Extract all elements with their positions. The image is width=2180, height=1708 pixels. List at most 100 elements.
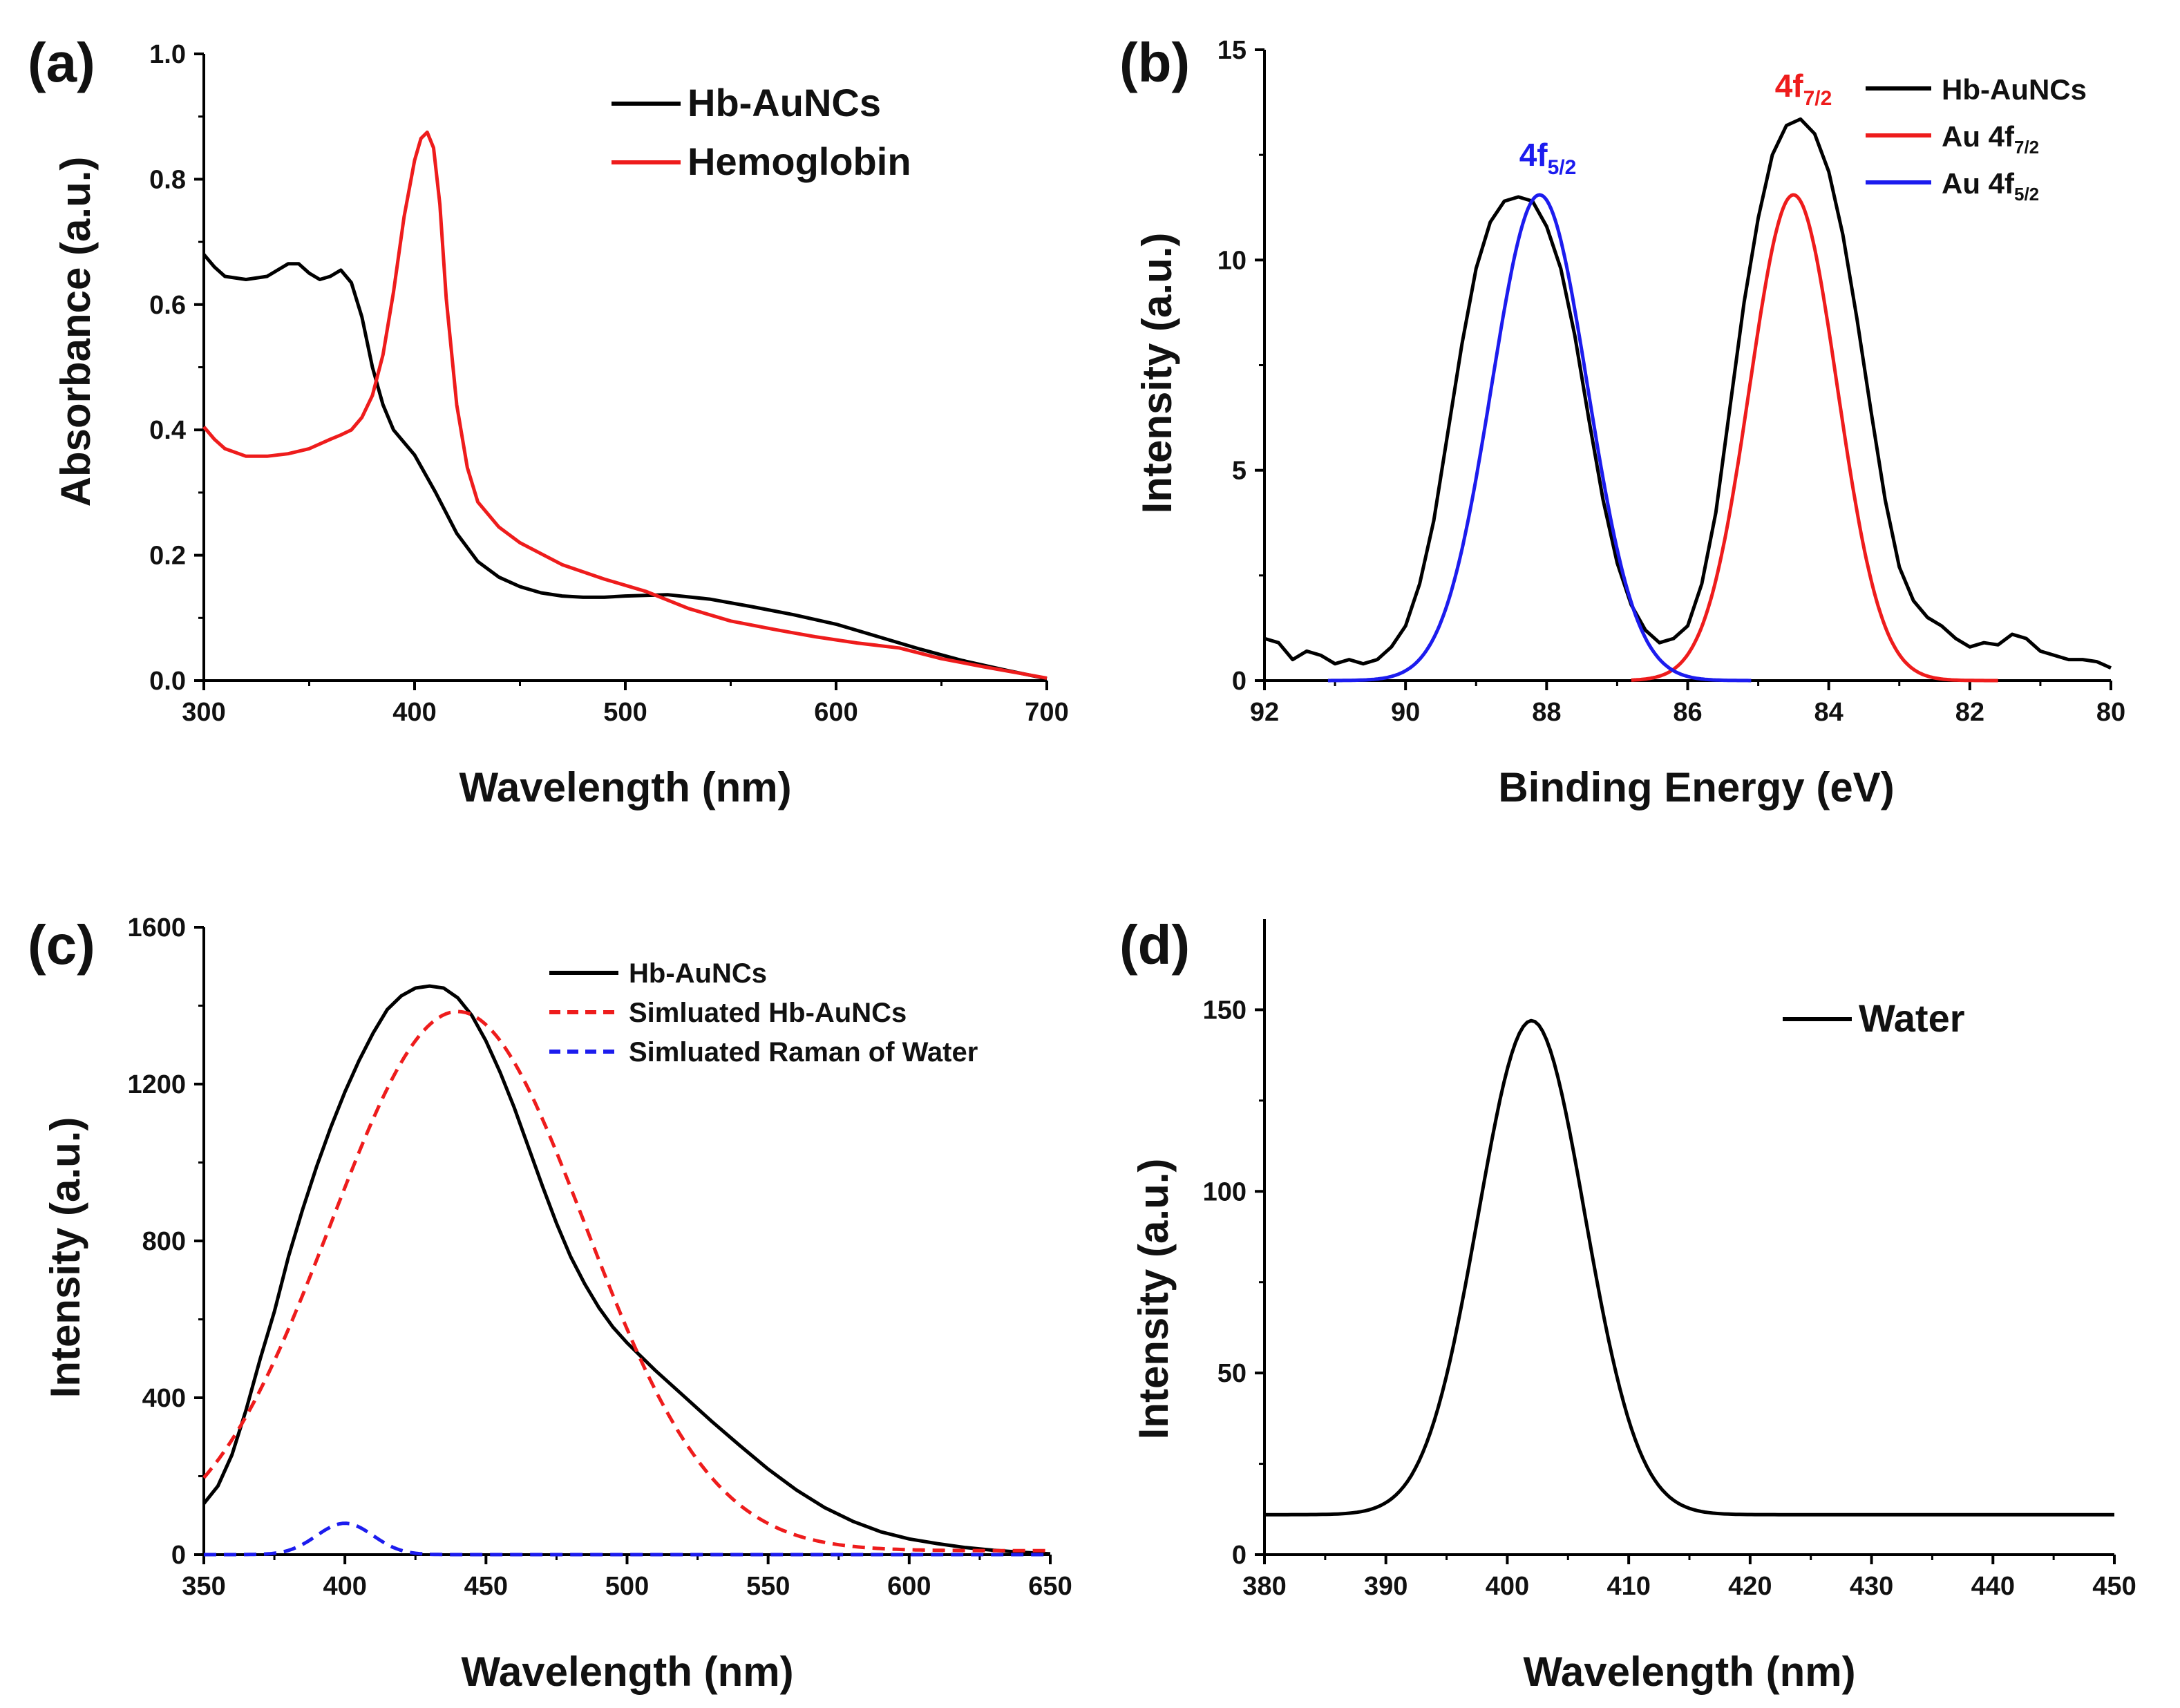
panel-b-series-hb-auncs xyxy=(1264,117,2112,670)
panel-c-y-axis: 0 400 800 1200 1600 xyxy=(127,913,205,1570)
panel-d-y-tick-label: 50 xyxy=(1217,1359,1247,1388)
panel-a-x-axis: 300 400 500 600 700 xyxy=(182,679,1069,727)
panel-d-series-water xyxy=(1264,1018,2114,1517)
panel-b-x-tick-label: 82 xyxy=(1955,698,1984,727)
panel-c-x-tick-label: 650 xyxy=(1028,1572,1072,1601)
panel-b-peak-annotations: 4f5/2 4f7/2 xyxy=(1519,68,1832,179)
panel-b-label: (b) xyxy=(1119,32,1190,93)
panel-d-series xyxy=(1264,1018,2114,1517)
panel-a-y-tick-label: 0.0 xyxy=(149,667,186,696)
panel-b-y-tick-label: 0 xyxy=(1232,667,1247,696)
panel-b-x-tick-label: 86 xyxy=(1673,698,1702,727)
panel-b-y-axis: 0 5 10 15 xyxy=(1217,36,1266,696)
panel-b-y-tick-label: 15 xyxy=(1217,36,1247,65)
panel-d-y-axis-label: Intensity (a.u.) xyxy=(1130,1159,1177,1440)
panel-a-y-tick-label: 0.2 xyxy=(149,542,186,571)
panel-d-x-tick-label: 380 xyxy=(1242,1572,1286,1601)
panel-c-x-tick-label: 400 xyxy=(323,1572,366,1601)
panel-b-x-tick-label: 84 xyxy=(1814,698,1843,727)
panel-b-legend-au4f52-sub: 5/2 xyxy=(2014,184,2039,205)
panel-d-y-tick-label: 0 xyxy=(1232,1541,1247,1570)
panel-b-annotation-4f52-main: 4f xyxy=(1519,137,1548,173)
panel-a-x-axis-label: Wavelength (nm) xyxy=(459,764,791,810)
panel-b-legend-label-au4f52: Au 4f5/2 xyxy=(1942,167,2039,205)
panel-c-legend: Hb-AuNCs Simluated Hb-AuNCs Simluated Ra… xyxy=(549,958,978,1068)
panel-b-series-au-4f7-2 xyxy=(1631,193,1998,683)
panel-a-x-tick-label: 600 xyxy=(814,698,857,727)
panel-b-y-tick-label: 5 xyxy=(1232,457,1247,486)
panel-b-series xyxy=(1264,117,2112,683)
chart-panel-a: (a) 300 400 500 600 700 0.0 0.2 0.4 0.6 0.8 1.0 W… xyxy=(28,32,1069,810)
panel-c-series-hb-auncs xyxy=(202,984,1051,1556)
panel-c-legend-label-hb-aunc: Hb-AuNCs xyxy=(629,958,767,989)
panel-a-legend: Hb-AuNCs Hemoglobin xyxy=(612,81,911,183)
chart-panel-d: (d) 380 390 400 410 420 430 440 450 0 50 100 150 W… xyxy=(1119,914,2136,1695)
panel-b-legend-label-hb-aunc: Hb-AuNCs xyxy=(1942,73,2087,106)
panel-a-y-axis: 0.0 0.2 0.4 0.6 0.8 1.0 xyxy=(149,40,205,696)
panel-a-label: (a) xyxy=(28,32,95,93)
panel-b-annotation-4f72: 4f7/2 xyxy=(1775,68,1832,110)
panel-d-legend: Water xyxy=(1783,996,1965,1040)
panel-d-x-tick-label: 430 xyxy=(1850,1572,1893,1601)
panel-a-x-tick-label: 700 xyxy=(1025,698,1068,727)
panel-c-y-tick-label: 1600 xyxy=(127,913,186,942)
panel-a-x-tick-label: 500 xyxy=(603,698,647,727)
panel-b-x-tick-label: 88 xyxy=(1532,698,1561,727)
panel-d-label: (d) xyxy=(1119,914,1190,976)
chart-panel-c: (c) 350 400 450 500 550 600 650 0 400 800 1200 160… xyxy=(28,913,1072,1695)
panel-d-x-tick-label: 440 xyxy=(1971,1572,2015,1601)
panel-a-series-hemoglobin xyxy=(202,130,1048,680)
panel-a-series-hb-auncs xyxy=(202,253,1048,681)
panel-c-label: (c) xyxy=(28,914,95,976)
panel-b-annotation-4f52-sub: 5/2 xyxy=(1548,156,1577,179)
panel-d-y-tick-label: 150 xyxy=(1203,996,1247,1025)
panel-b-x-tick-label: 92 xyxy=(1250,698,1279,727)
panel-b-annotation-4f52: 4f5/2 xyxy=(1519,137,1577,179)
panel-b-legend-label-au4f72: Au 4f7/2 xyxy=(1942,120,2039,158)
panel-a-y-tick-label: 1.0 xyxy=(149,40,186,69)
panel-c-y-tick-label: 1200 xyxy=(127,1070,186,1099)
panel-b-y-axis-label: Intensity (a.u.) xyxy=(1134,233,1180,514)
panel-d-x-tick-label: 410 xyxy=(1606,1572,1650,1601)
panel-d-y-tick-label: 100 xyxy=(1203,1177,1247,1206)
panel-c-series xyxy=(202,984,1051,1557)
panel-d-x-axis: 380 390 400 410 420 430 440 450 xyxy=(1242,1553,2136,1601)
panel-c-x-axis-label: Wavelength (nm) xyxy=(461,1649,793,1695)
panel-b-x-tick-label: 90 xyxy=(1391,698,1420,727)
panel-c-series-simluated-raman-of-water xyxy=(204,1521,1050,1557)
panel-d-x-tick-label: 390 xyxy=(1364,1572,1407,1601)
panel-b-annotation-4f72-sub: 7/2 xyxy=(1803,87,1832,110)
panel-a-x-tick-label: 400 xyxy=(392,698,436,727)
panel-b-x-axis: 92 90 88 86 84 82 80 xyxy=(1250,679,2125,727)
panel-b-annotation-4f72-main: 4f xyxy=(1775,68,1804,104)
panel-b-legend-au4f72-sub: 7/2 xyxy=(2014,137,2039,158)
panel-c-y-tick-label: 400 xyxy=(142,1384,186,1413)
panel-a-y-tick-label: 0.4 xyxy=(149,416,186,445)
panel-d-x-tick-label: 420 xyxy=(1728,1572,1772,1601)
panel-c-x-tick-label: 600 xyxy=(887,1572,931,1601)
panel-d-x-tick-label: 450 xyxy=(2092,1572,2136,1601)
panel-c-x-tick-label: 450 xyxy=(464,1572,508,1601)
panel-c-series-simluated-hb-auncs xyxy=(202,1009,1050,1553)
panel-b-legend-au4f52-main: Au 4f xyxy=(1942,167,2015,200)
panel-b-x-tick-label: 80 xyxy=(2096,698,2125,727)
panel-c-x-tick-label: 350 xyxy=(182,1572,225,1601)
panel-c-x-axis: 350 400 450 500 550 600 650 xyxy=(182,1553,1072,1601)
panel-b-legend-au4f72-main: Au 4f xyxy=(1942,120,2015,153)
panel-c-x-tick-label: 550 xyxy=(746,1572,790,1601)
panel-c-y-axis-label: Intensity (a.u.) xyxy=(42,1117,88,1398)
panel-a-legend-label-hemoglobin: Hemoglobin xyxy=(688,140,911,183)
panel-b-series-au-4f5-2 xyxy=(1327,193,1752,683)
panel-b-x-axis-label: Binding Energy (eV) xyxy=(1498,764,1894,810)
panel-a-y-tick-label: 0.8 xyxy=(149,165,186,194)
panel-d-y-axis: 0 50 100 150 xyxy=(1203,919,1266,1570)
panel-a-x-tick-label: 300 xyxy=(182,698,225,727)
panel-c-legend-label-sim-hb-aunc: Simluated Hb-AuNCs xyxy=(629,998,907,1028)
panel-b-legend: Hb-AuNCs Au 4f7/2 Au 4f5/2 xyxy=(1866,73,2087,205)
panel-a-series xyxy=(202,130,1048,681)
panel-c-x-tick-label: 500 xyxy=(605,1572,649,1601)
panel-d-legend-label-water: Water xyxy=(1859,996,1965,1040)
panel-c-y-tick-label: 800 xyxy=(142,1227,186,1256)
panel-a-y-axis-label: Absorbance (a.u.) xyxy=(53,157,99,507)
